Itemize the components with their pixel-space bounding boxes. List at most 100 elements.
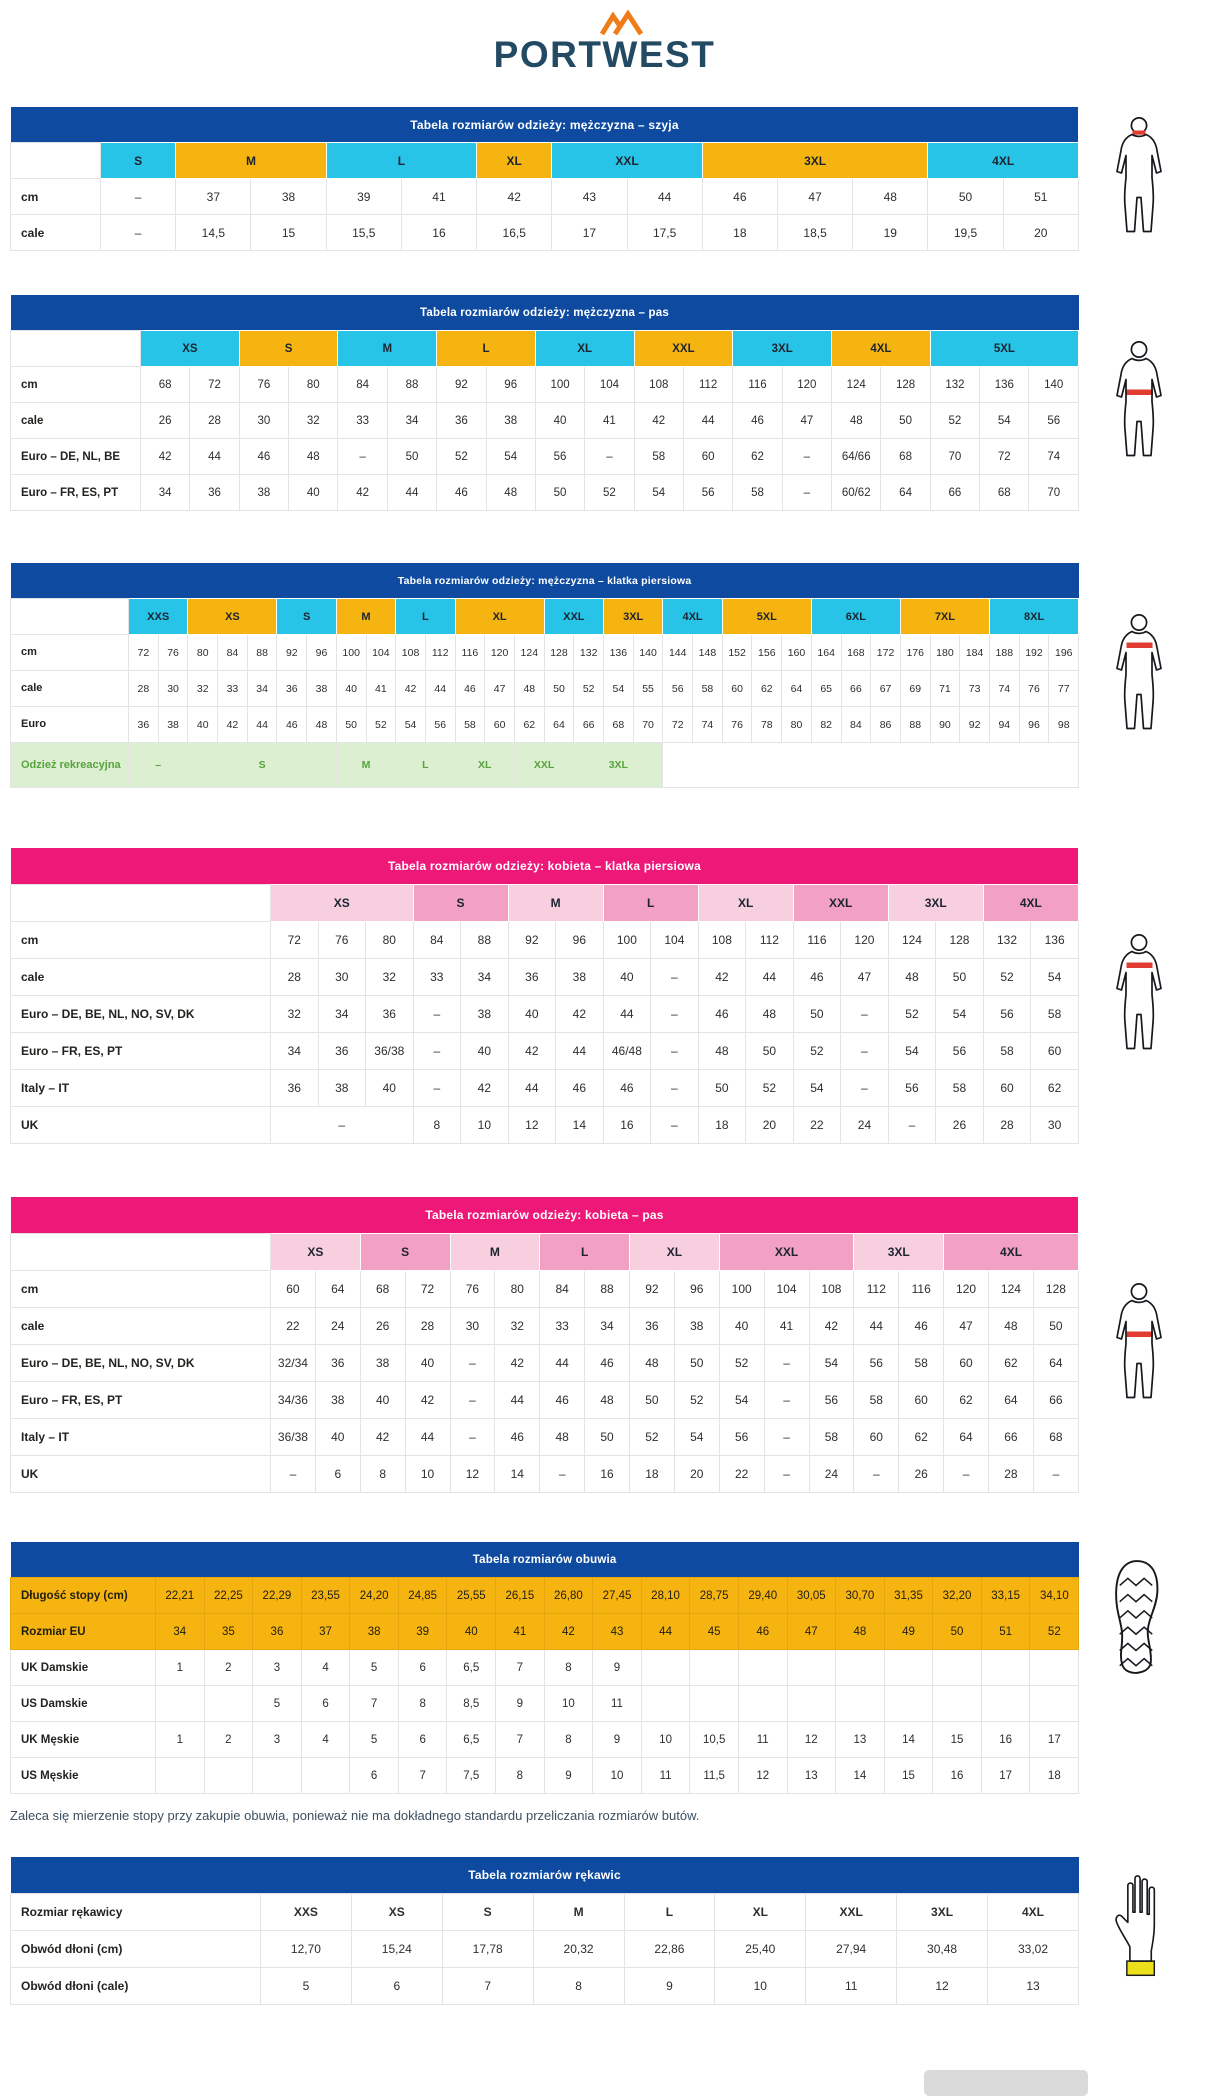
cell: 67 xyxy=(870,670,901,707)
cell: 58 xyxy=(1030,995,1079,1033)
table-row: US Damskie 5 6 7 8 8,5 9 10 11 xyxy=(10,1685,1080,1722)
cell xyxy=(980,1649,1031,1686)
cell: 8 xyxy=(543,1721,594,1758)
size-header: 4XL xyxy=(927,142,1079,179)
cell: 44 xyxy=(602,995,652,1033)
table-row: Italy – IT 36 38 40–42 44 46 46–50 52 54–56 58 60 6… xyxy=(10,1069,1079,1107)
cell: 50 xyxy=(935,958,984,996)
cell: 44 xyxy=(745,958,794,996)
cell: 45 xyxy=(689,1613,739,1650)
cell: 52 xyxy=(792,1032,842,1070)
cell: 30 xyxy=(157,670,189,707)
cell: – xyxy=(412,1032,462,1070)
cell: 11 xyxy=(737,1721,788,1758)
cell: 8 xyxy=(532,1967,625,2005)
cell: 12 xyxy=(737,1757,788,1794)
cell: 39 xyxy=(325,178,402,215)
cell: – xyxy=(887,1106,937,1144)
cell: 40 xyxy=(359,1381,406,1419)
cell: 26,80 xyxy=(543,1577,594,1614)
size-header: XXL xyxy=(718,1233,855,1271)
cell: 44 xyxy=(494,1381,541,1419)
cell: 60/62 xyxy=(831,474,882,511)
cell: 47 xyxy=(943,1307,989,1345)
row-label: UK Męskie xyxy=(10,1721,156,1758)
table-row: Rozmiar rękawicy XXS XS S M L XL XXL 3XL 4XL xyxy=(10,1893,1080,1931)
cell: 12 xyxy=(896,1967,988,2005)
cell: 60 xyxy=(853,1418,900,1456)
cell: 50 xyxy=(335,706,367,743)
cell: 84 xyxy=(840,706,872,743)
cell: 76 xyxy=(317,921,367,959)
cell: 20 xyxy=(745,1106,794,1144)
cell: 72 xyxy=(128,634,159,671)
cell: 32/34 xyxy=(270,1344,316,1382)
cell: 90 xyxy=(929,706,961,743)
cell: 152 xyxy=(721,634,753,671)
cell: 54 xyxy=(792,1069,842,1107)
cell: 136 xyxy=(1030,921,1079,959)
cell: 6 xyxy=(314,1455,361,1493)
cell: 56 xyxy=(718,1418,765,1456)
cell: 29,40 xyxy=(737,1577,788,1614)
cell: 64 xyxy=(543,706,575,743)
cell xyxy=(932,1649,982,1686)
cell: 48 xyxy=(887,958,937,996)
table-row: Euro – FR, ES, PT 34/36 38 40 42–44 46 48 50 52 5… xyxy=(10,1381,1079,1419)
cell: 66 xyxy=(573,706,604,743)
cell: 76 xyxy=(238,366,290,403)
cell: 42 xyxy=(395,670,426,707)
row-label: Długość stopy (cm) xyxy=(10,1577,156,1614)
cell: 48 xyxy=(629,1344,675,1382)
cell: 20,32 xyxy=(532,1930,625,1968)
cell: XXL xyxy=(805,1893,898,1931)
row-label: cm xyxy=(10,366,141,403)
cell: 7 xyxy=(441,1967,534,2005)
row-label: UK xyxy=(10,1106,271,1144)
table-row: cale 26 28 30 32 33 34 36 38 40 41 42 44 46 47 48 50 52 54… xyxy=(10,402,1080,439)
cell: 36 xyxy=(314,1344,361,1382)
cell: 28,10 xyxy=(640,1577,691,1614)
table-row: Italy – IT 36/38 40 42 44–46 48 50 52 54 56–58 60 6… xyxy=(10,1418,1079,1456)
cell: 27,94 xyxy=(805,1930,898,1968)
cell: 33,15 xyxy=(980,1577,1031,1614)
row-label: Rozmiar rękawicy xyxy=(10,1893,261,1931)
cell: 42 xyxy=(555,995,604,1033)
cell: 44 xyxy=(539,1344,586,1382)
cell: 108 xyxy=(697,921,747,959)
table-row: UK Damskie 1 2 3 4 5 6 6,5 7 8 9 xyxy=(10,1649,1080,1686)
cell: 38 xyxy=(460,995,509,1033)
cell: 50 xyxy=(534,474,586,511)
cell xyxy=(737,1685,788,1722)
cell: 68 xyxy=(880,438,931,475)
size-header: S xyxy=(99,142,177,179)
cell xyxy=(300,1757,351,1794)
cell: 96 xyxy=(555,921,604,959)
table-row: cm 72 76 80 84 88 92 96 100 104 108 112 116 120 124 128… xyxy=(10,921,1079,959)
cell: 25,40 xyxy=(714,1930,807,1968)
cell: XXL xyxy=(513,742,575,788)
size-header: L xyxy=(539,1233,630,1271)
cell: 16 xyxy=(932,1757,982,1794)
cell xyxy=(835,1649,885,1686)
cell: – xyxy=(650,1032,699,1070)
cell: 46 xyxy=(555,1069,604,1107)
cell: 44 xyxy=(189,438,240,475)
cell: 76 xyxy=(449,1270,496,1308)
cell: 58 xyxy=(454,706,486,743)
cell: 54 xyxy=(673,1418,720,1456)
cell: 34,10 xyxy=(1029,1577,1080,1614)
cell: 16 xyxy=(400,214,478,251)
cell: 36 xyxy=(270,1069,319,1107)
cell: 34/36 xyxy=(270,1381,316,1419)
cell: 7 xyxy=(349,1685,399,1722)
cell: 18 xyxy=(1029,1757,1080,1794)
cell: 168 xyxy=(840,634,872,671)
cell: 12 xyxy=(507,1106,557,1144)
cell: 18 xyxy=(629,1455,675,1493)
size-header: 5XL xyxy=(721,598,812,635)
cell xyxy=(1029,1649,1080,1686)
cell: 52 xyxy=(365,706,397,743)
cell: 42 xyxy=(476,178,553,215)
cell: 42 xyxy=(404,1381,451,1419)
